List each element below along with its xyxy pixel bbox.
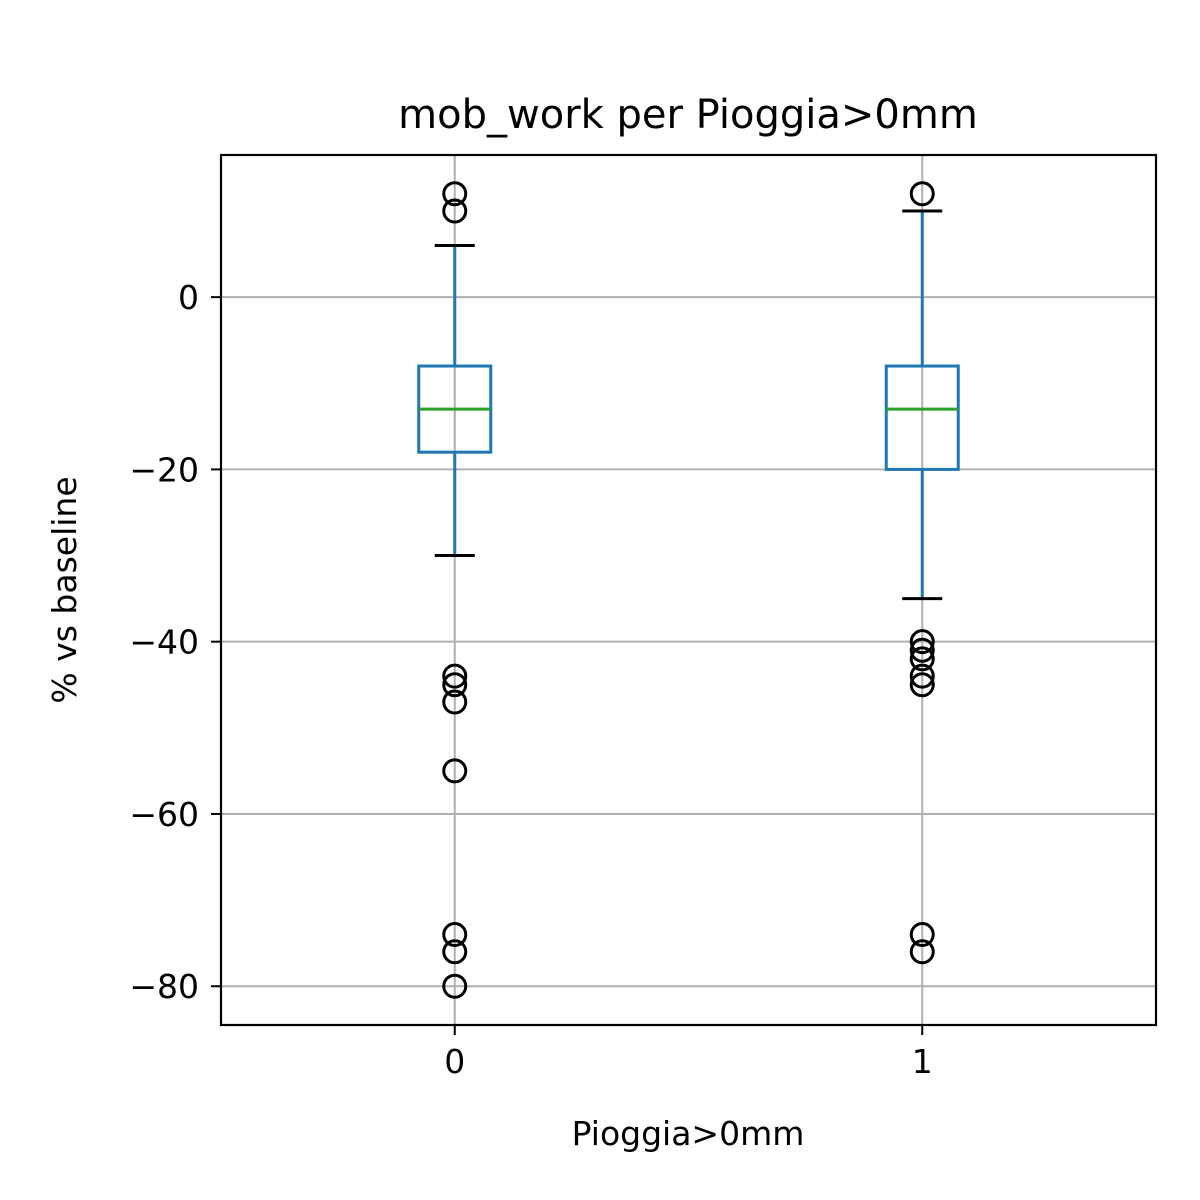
outlier-point (442, 198, 468, 224)
outlier-point (909, 672, 935, 698)
plot-frame (219, 153, 1158, 1027)
outlier-point (442, 689, 468, 715)
box-group-0 (417, 181, 493, 999)
outlier-point (909, 637, 935, 663)
y-tick-label: −80 (129, 967, 199, 1006)
tick-layer: 0 −20 −40 −60 −80 0 1 (129, 278, 932, 1081)
x-tick-label: 1 (912, 1042, 933, 1081)
outlier-point (909, 181, 935, 207)
y-axis-label: % vs baseline (45, 476, 84, 703)
y-tick-label: 0 (178, 278, 199, 317)
outlier-point (909, 646, 935, 672)
outlier-point (909, 939, 935, 965)
outlier-point (909, 922, 935, 948)
outlier-point (442, 939, 468, 965)
x-tick-label: 0 (444, 1042, 465, 1081)
outlier-point (442, 663, 468, 689)
outlier-point (442, 973, 468, 999)
iqr-box (884, 364, 960, 471)
outlier-point (442, 758, 468, 784)
outlier-point (442, 672, 468, 698)
outlier-point (909, 629, 935, 655)
outlier-point (909, 663, 935, 689)
x-axis-label: Pioggia>0mm (572, 1114, 805, 1153)
outlier-point (442, 181, 468, 207)
y-tick-label: −40 (129, 623, 199, 662)
y-tick-label: −20 (129, 450, 199, 489)
box-group-1 (884, 181, 960, 965)
plot-layer (417, 181, 960, 999)
y-tick-label: −60 (129, 795, 199, 834)
outlier-point (442, 922, 468, 948)
chart-title: mob_work per Pioggia>0mm (398, 92, 978, 138)
